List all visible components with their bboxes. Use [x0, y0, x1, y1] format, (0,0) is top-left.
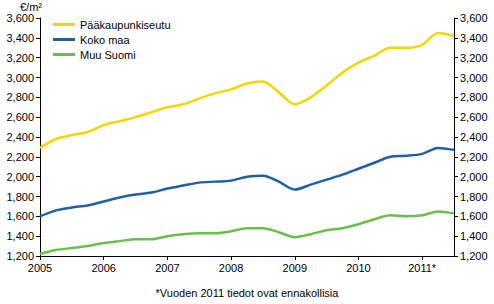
- svg-text:3,200: 3,200: [460, 52, 488, 64]
- svg-text:1,400: 1,400: [6, 230, 34, 242]
- svg-text:2,200: 2,200: [460, 151, 488, 163]
- svg-text:2,000: 2,000: [6, 171, 34, 183]
- svg-text:2,800: 2,800: [6, 91, 34, 103]
- svg-text:1,200: 1,200: [460, 250, 488, 262]
- svg-text:2,400: 2,400: [460, 131, 488, 143]
- svg-text:2007: 2007: [155, 262, 179, 274]
- svg-text:1,800: 1,800: [6, 191, 34, 203]
- svg-text:1,800: 1,800: [460, 191, 488, 203]
- svg-text:*Vuoden 2011 tiedot ovat ennak: *Vuoden 2011 tiedot ovat ennakollisia: [156, 287, 340, 299]
- svg-text:2006: 2006: [91, 262, 115, 274]
- svg-text:3,400: 3,400: [460, 32, 488, 44]
- svg-text:1,600: 1,600: [6, 210, 34, 222]
- svg-text:3,600: 3,600: [460, 12, 488, 24]
- svg-text:2008: 2008: [219, 262, 243, 274]
- svg-text:2,200: 2,200: [6, 151, 34, 163]
- svg-text:2009: 2009: [283, 262, 307, 274]
- svg-text:Pääkaupunkiseutu: Pääkaupunkiseutu: [80, 19, 171, 31]
- svg-text:3,600: 3,600: [6, 12, 34, 24]
- svg-text:1,200: 1,200: [6, 250, 34, 262]
- svg-text:2,000: 2,000: [460, 171, 488, 183]
- svg-text:1,600: 1,600: [460, 210, 488, 222]
- svg-text:3,000: 3,000: [6, 72, 34, 84]
- svg-text:2005: 2005: [28, 262, 52, 274]
- svg-text:3,200: 3,200: [6, 52, 34, 64]
- svg-text:2,600: 2,600: [460, 111, 488, 123]
- svg-text:1,400: 1,400: [460, 230, 488, 242]
- svg-text:2011*: 2011*: [408, 262, 437, 274]
- svg-text:2,400: 2,400: [6, 131, 34, 143]
- svg-text:2,800: 2,800: [460, 91, 488, 103]
- svg-text:Muu Suomi: Muu Suomi: [80, 49, 136, 61]
- svg-text:2010: 2010: [346, 262, 370, 274]
- svg-text:€/m²: €/m²: [20, 1, 42, 13]
- svg-text:2,600: 2,600: [6, 111, 34, 123]
- svg-text:Koko maa: Koko maa: [80, 34, 130, 46]
- svg-text:3,000: 3,000: [460, 72, 488, 84]
- svg-text:3,400: 3,400: [6, 32, 34, 44]
